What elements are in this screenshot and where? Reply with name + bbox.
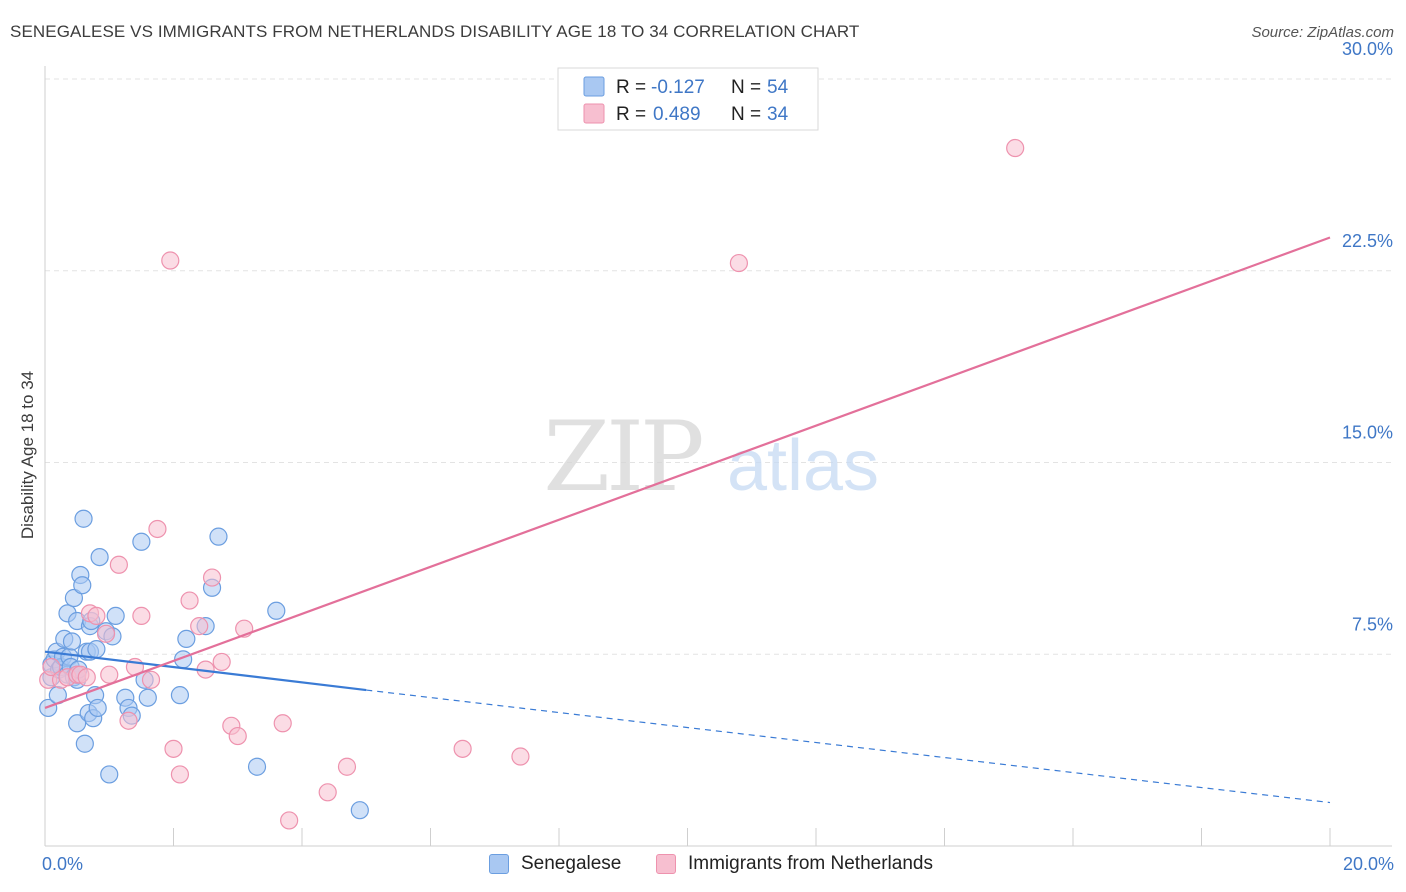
source-credit: Source: ZipAtlas.com <box>1251 24 1394 41</box>
x-tick-label: 20.0% <box>1343 854 1394 874</box>
point-netherlands <box>280 811 299 830</box>
x-tick-label: 0.0% <box>42 854 83 874</box>
stats-legend: R = -0.127 N = 54 R = 0.489 N = 34 <box>557 67 819 131</box>
watermark-zip: ZIP <box>543 401 702 513</box>
point-senegalese <box>170 686 190 705</box>
legend-item-senegalese: Senegalese <box>489 853 621 875</box>
point-senegalese <box>87 640 106 659</box>
point-senegalese <box>138 688 157 707</box>
point-senegalese <box>100 765 119 784</box>
point-netherlands <box>202 568 222 587</box>
point-netherlands <box>318 783 337 802</box>
point-senegalese <box>68 714 87 733</box>
point-netherlands <box>100 665 119 684</box>
point-netherlands <box>164 739 183 758</box>
point-senegalese <box>39 698 58 718</box>
point-netherlands <box>161 251 180 270</box>
legend-r-value-1: -0.127 <box>651 77 705 98</box>
point-senegalese <box>209 527 228 546</box>
point-netherlands <box>132 606 151 626</box>
legend-swatch-senegalese <box>583 76 605 97</box>
point-senegalese <box>73 576 92 595</box>
tick-labels: 7.5% 15.0% 22.5% 30.0% 0.0% 20.0% <box>42 39 1394 874</box>
y-tick-label: 7.5% <box>1352 614 1393 634</box>
trend-line-senegalese <box>44 650 367 692</box>
point-netherlands <box>228 726 247 746</box>
point-senegalese <box>132 532 151 551</box>
point-senegalese <box>62 632 82 651</box>
point-netherlands <box>273 714 292 733</box>
point-senegalese <box>88 698 107 718</box>
legend-label-senegalese: Senegalese <box>521 853 622 874</box>
point-netherlands <box>87 606 106 626</box>
watermark-atlas: atlas <box>727 426 879 506</box>
point-netherlands <box>141 670 161 689</box>
gridlines <box>45 78 1392 655</box>
legend-n-value-2: 34 <box>767 104 789 125</box>
point-senegalese <box>106 606 125 626</box>
legend-swatch-netherlands <box>583 103 605 124</box>
point-senegalese <box>64 588 84 608</box>
point-netherlands <box>148 519 167 539</box>
point-netherlands <box>77 668 96 687</box>
point-senegalese <box>247 757 267 776</box>
legend-r-value-2: 0.489 <box>653 104 701 125</box>
point-netherlands <box>109 555 128 574</box>
point-netherlands <box>42 657 61 677</box>
point-netherlands <box>337 757 357 776</box>
legend-r-label-2: R = <box>616 104 646 125</box>
point-netherlands <box>729 253 749 273</box>
y-tick-label: 22.5% <box>1342 231 1393 251</box>
point-senegalese <box>90 547 109 567</box>
legend-n-label-1: N = <box>731 77 761 98</box>
point-netherlands <box>170 765 190 784</box>
trend-line-senegalese-extrapolated <box>366 689 1331 804</box>
series-legend: Senegalese Immigrants from Netherlands <box>0 850 1406 880</box>
point-netherlands <box>212 652 231 672</box>
point-senegalese <box>75 734 94 753</box>
legend-n-label-2: N = <box>731 104 761 125</box>
legend-n-value-1: 54 <box>767 77 789 98</box>
watermark: ZIP atlas <box>543 401 879 513</box>
legend-label-netherlands: Immigrants from Netherlands <box>688 853 933 874</box>
point-netherlands <box>190 617 209 636</box>
point-netherlands <box>96 624 116 643</box>
chart-title: SENEGALESE VS IMMIGRANTS FROM NETHERLAND… <box>10 22 860 41</box>
point-netherlands <box>511 747 530 766</box>
point-netherlands <box>180 591 199 610</box>
y-tick-label: 30.0% <box>1342 39 1393 59</box>
trend-line-netherlands <box>44 236 1331 709</box>
point-senegalese <box>74 509 93 528</box>
y-tick-label: 15.0% <box>1342 423 1393 443</box>
trend-lines <box>44 236 1331 804</box>
point-senegalese <box>267 601 286 620</box>
point-senegalese <box>350 801 369 820</box>
axes <box>44 66 1392 847</box>
legend-r-label-1: R = <box>616 77 646 98</box>
swatch-senegalese <box>489 854 509 874</box>
data-points <box>39 138 1025 830</box>
point-netherlands <box>453 739 472 758</box>
point-netherlands <box>119 711 138 730</box>
point-senegalese <box>177 629 196 649</box>
legend-item-netherlands: Immigrants from Netherlands <box>656 853 933 875</box>
point-netherlands <box>1006 138 1025 158</box>
swatch-netherlands <box>656 854 676 874</box>
